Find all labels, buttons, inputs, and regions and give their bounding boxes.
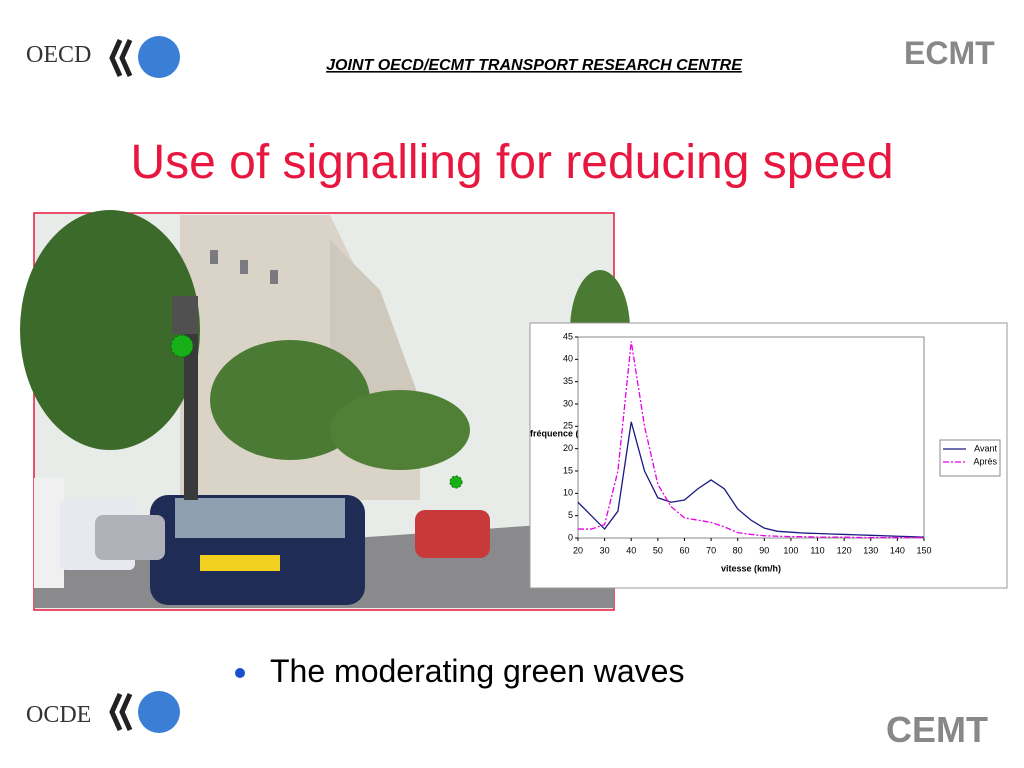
series-line (578, 341, 924, 539)
photo (20, 210, 630, 611)
series-line (577, 421, 925, 538)
header-title: JOINT OECD/ECMT TRANSPORT RESEARCH CENTR… (326, 57, 743, 74)
y-axis-label: fréquence (%) (530, 428, 590, 438)
x-tick-label: 140 (890, 545, 905, 555)
logo-mark (109, 692, 133, 732)
logo-circle (138, 691, 180, 733)
x-axis-label: vitesse (km/h) (721, 563, 781, 573)
x-tick-label: 110 (810, 545, 824, 555)
bullet-dot (235, 668, 245, 678)
x-tick-label: 30 (600, 545, 610, 555)
logo-mark (109, 38, 133, 78)
chart: fréquence (%) vitesse (km/h) 0 5 10 15 20 25 3… (529, 322, 1008, 589)
x-tick-label: 90 (759, 545, 769, 555)
legend-label: Après (973, 456, 997, 466)
green-light (449, 475, 463, 489)
y-tick-label: 10 (563, 488, 573, 498)
y-tick-label: 45 (563, 331, 573, 341)
y-tick-label: 30 (563, 398, 573, 408)
slide-title: Use of signalling for reducing speed (130, 136, 893, 189)
green-light (170, 334, 194, 358)
x-tick-label: 50 (653, 545, 663, 555)
org-logo: ECMT (904, 35, 995, 71)
y-tick-label: 20 (563, 443, 573, 453)
y-tick-label: 25 (563, 421, 573, 431)
org-logo: CEMT (886, 709, 988, 750)
y-tick-label: 35 (563, 376, 573, 386)
plot-area (577, 336, 925, 539)
x-tick-label: 70 (706, 545, 716, 555)
x-tick-label: 20 (573, 545, 583, 555)
bullet-text: The moderating green waves (270, 653, 684, 689)
logo-circle (138, 36, 180, 78)
x-tick-label: 80 (733, 545, 743, 555)
y-tick-label: 5 (568, 510, 573, 520)
x-tick-label: 130 (863, 545, 878, 555)
x-tick-label: 60 (679, 545, 689, 555)
y-tick-label: 40 (563, 354, 573, 364)
y-tick-label: 0 (568, 532, 573, 542)
y-tick-label: 15 (563, 465, 573, 475)
x-tick-label: 40 (626, 545, 636, 555)
x-tick-label: 150 (916, 545, 931, 555)
legend-label: Avant (974, 443, 997, 453)
legend-box (939, 439, 1001, 477)
x-tick-label: 100 (783, 545, 798, 555)
x-tick-label: 120 (837, 545, 852, 555)
org-logo: OCDE (26, 702, 91, 728)
org-logo: OECD (26, 42, 91, 68)
